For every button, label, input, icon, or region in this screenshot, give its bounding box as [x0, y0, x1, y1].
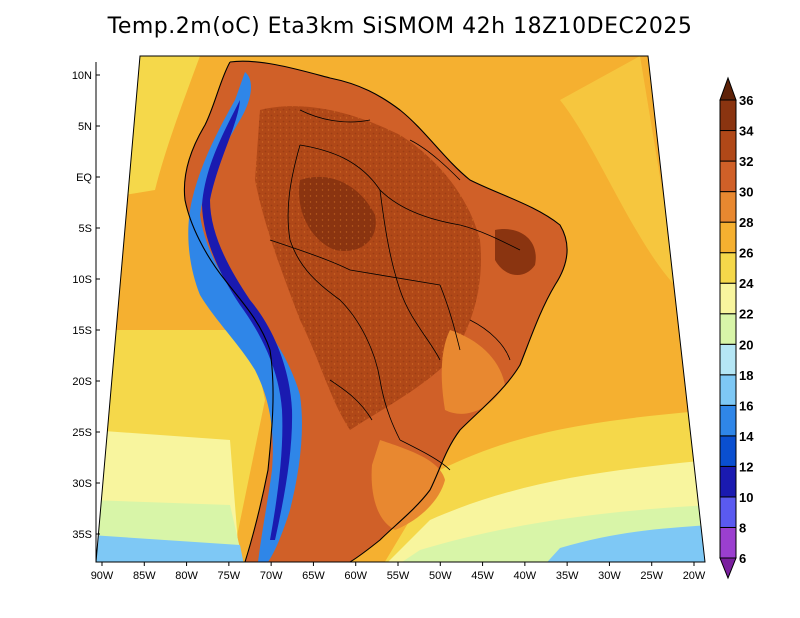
lat-tick-label: 20S — [72, 376, 92, 388]
colorbar-label: 6 — [739, 551, 746, 566]
lon-tick-label: 60W — [344, 570, 367, 582]
latitude-axis: 10N 5N EQ 5S 10S 15S 20S 25S 30S 35S — [72, 70, 100, 541]
colorbar-label: 20 — [739, 337, 753, 352]
ocean-coldest-region — [96, 525, 705, 562]
lat-tick-label: 10S — [72, 274, 92, 286]
colorbar-segment — [719, 404, 737, 437]
lat-tick-label: 5S — [79, 223, 92, 235]
colorbar-label: 28 — [739, 215, 753, 230]
lat-tick-label: 5N — [78, 121, 92, 133]
colorbar-label: 14 — [739, 429, 754, 444]
colorbar: 6 8 10 12 14 16 18 20 22 24 26 28 30 32 34 36 — [719, 76, 754, 580]
colorbar-segment — [719, 282, 737, 315]
colorbar-label: 18 — [739, 368, 753, 383]
lat-tick-label: 30S — [72, 478, 92, 490]
colorbar-segment — [719, 374, 737, 406]
colorbar-segment — [719, 221, 737, 254]
colorbar-label: 16 — [739, 398, 753, 413]
colorbar-top-arrow — [719, 76, 737, 101]
lon-tick-label: 20W — [683, 570, 706, 582]
lon-tick-label: 40W — [514, 570, 537, 582]
lon-tick-label: 30W — [598, 570, 621, 582]
colorbar-label: 32 — [739, 154, 753, 169]
andes-cold-belt — [188, 72, 302, 562]
colorbar-label: 26 — [739, 246, 753, 261]
colorbar-segment — [719, 435, 737, 467]
lon-tick-label: 35W — [556, 570, 579, 582]
map-title: Temp.2m(oC) Eta3km SiSMOM 42h 18Z10DEC20… — [107, 14, 693, 39]
colorbar-segment — [719, 252, 737, 284]
lon-tick-label: 75W — [218, 570, 241, 582]
country-borders — [269, 109, 521, 471]
southeast-coast-mild-region — [441, 330, 505, 414]
lon-tick-label: 85W — [133, 570, 156, 582]
colorbar-label: 8 — [739, 520, 746, 535]
colorbar-segment — [719, 496, 737, 528]
colorbar-segment — [719, 526, 737, 559]
coastline — [229, 60, 568, 562]
colorbar-label: 10 — [739, 490, 753, 505]
colorbar-segment — [719, 343, 737, 376]
lat-tick-label: 35S — [72, 529, 92, 541]
colorbar-label: 22 — [739, 307, 753, 322]
lon-tick-label: 90W — [91, 570, 114, 582]
colorbar-segment — [719, 160, 737, 193]
lon-tick-label: 50W — [429, 570, 452, 582]
lat-tick-label: 15S — [72, 325, 92, 337]
lat-tick-label: 10N — [72, 70, 92, 82]
colorbar-bottom-arrow — [719, 557, 737, 580]
lon-tick-label: 45W — [471, 570, 494, 582]
colorbar-segment — [719, 191, 737, 223]
colorbar-segment — [719, 465, 737, 498]
lon-tick-label: 55W — [387, 570, 410, 582]
longitude-axis: 90W 85W 80W 75W 70W 65W 60W 55W 50W 45W 40W 35W 30W 2… — [91, 562, 706, 582]
lon-tick-label: 65W — [302, 570, 325, 582]
lon-tick-label: 80W — [175, 570, 198, 582]
temperature-field — [96, 56, 705, 562]
andes-coldest-core — [202, 100, 293, 540]
colorbar-segment — [719, 99, 737, 132]
colorbar-label: 12 — [739, 459, 753, 474]
ocean-east-region — [560, 56, 700, 420]
colorbar-label: 34 — [739, 124, 754, 139]
west-coastline — [183, 61, 274, 562]
colorbar-label: 30 — [739, 185, 753, 200]
southeast-mild-region — [371, 440, 445, 530]
lat-tick-label: 25S — [72, 427, 92, 439]
colorbar-segment — [719, 313, 737, 345]
colorbar-segment — [719, 130, 737, 162]
lon-tick-label: 70W — [260, 570, 283, 582]
colorbar-label: 24 — [739, 276, 754, 291]
lat-tick-label: EQ — [76, 172, 92, 184]
interior-texture — [255, 106, 481, 430]
ocean-cold-region — [96, 500, 705, 562]
lon-tick-label: 25W — [640, 570, 663, 582]
colorbar-label: 36 — [739, 93, 753, 108]
